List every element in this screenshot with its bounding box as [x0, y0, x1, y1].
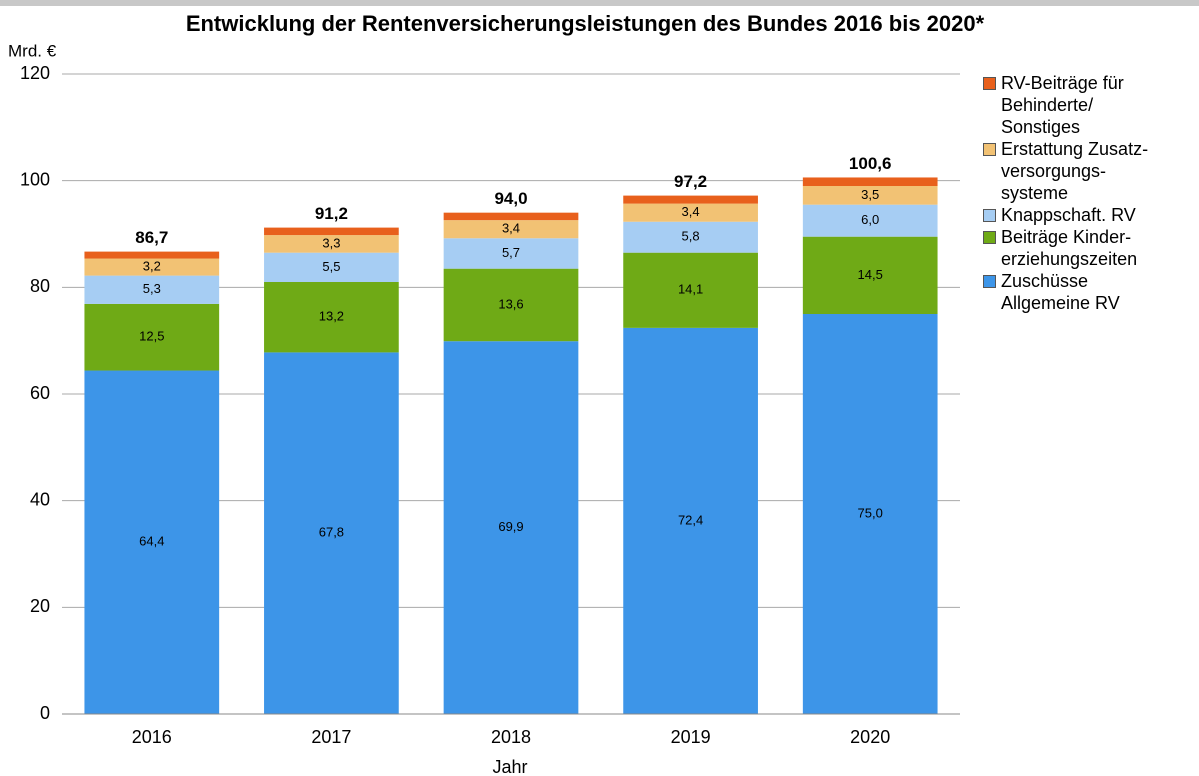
- legend-swatch: [983, 143, 996, 156]
- bar-segment: [84, 370, 220, 714]
- data-label: 5,3: [143, 281, 161, 296]
- bar-segment: [802, 177, 938, 186]
- bar-segment: [802, 236, 938, 314]
- bar-segment: [264, 227, 399, 236]
- x-tick-label: 2017: [311, 727, 351, 747]
- bar-segment: [84, 258, 220, 276]
- total-label: 91,2: [315, 204, 348, 223]
- x-tick-label: 2019: [671, 727, 711, 747]
- data-label: 5,8: [682, 229, 700, 244]
- data-label: 14,5: [858, 267, 883, 282]
- bar-segment: [443, 220, 579, 239]
- legend-item: Zuschüsse Allgemeine RV: [983, 270, 1197, 314]
- data-label: 5,5: [322, 259, 340, 274]
- top-strip: [0, 0, 1199, 6]
- data-label: 64,4: [139, 534, 164, 549]
- data-label: 14,1: [678, 282, 703, 297]
- legend-item: RV-Beiträge für Behinderte/ Sonstiges: [983, 72, 1197, 138]
- bar-segment: [264, 352, 399, 714]
- bar-segment: [264, 235, 399, 253]
- data-label: 3,3: [322, 235, 340, 250]
- bar-segment: [623, 252, 758, 328]
- bar-segment: [443, 341, 579, 714]
- y-tick-label: 60: [30, 383, 50, 403]
- bar-segment: [443, 212, 579, 221]
- bar-segment: [802, 204, 938, 237]
- data-label: 3,5: [861, 187, 879, 202]
- chart-title: Entwicklung der Rentenversicherungsleist…: [186, 11, 985, 36]
- data-label: 6,0: [861, 212, 879, 227]
- legend: RV-Beiträge für Behinderte/ Sonstiges Ers…: [983, 72, 1197, 314]
- legend-label: Beiträge Kinder- erziehungszeiten: [1001, 227, 1138, 269]
- bar-segment: [623, 203, 758, 222]
- legend-swatch: [983, 231, 996, 244]
- bar-segment: [802, 314, 938, 714]
- y-tick-label: 20: [30, 596, 50, 616]
- legend-item: Erstattung Zusatz- versorgungs- systeme: [983, 138, 1197, 204]
- bar-segment: [623, 195, 758, 204]
- total-label: 94,0: [494, 189, 527, 208]
- data-label: 3,2: [143, 259, 161, 274]
- legend-label: Knappschaft. RV: [1001, 205, 1136, 225]
- data-label: 13,2: [319, 309, 344, 324]
- bar-segment: [84, 275, 220, 304]
- legend-label: Erstattung Zusatz- versorgungs- systeme: [1001, 139, 1149, 203]
- legend-label: RV-Beiträge für Behinderte/ Sonstiges: [1001, 73, 1124, 137]
- y-tick-label: 100: [20, 169, 50, 189]
- bar-segment: [84, 303, 220, 371]
- x-tick-label: 2016: [132, 727, 172, 747]
- bar-segment: [84, 251, 220, 259]
- y-axis-label: Mrd. €: [8, 41, 57, 60]
- data-label: 3,4: [502, 221, 520, 236]
- bar-segment: [443, 268, 579, 342]
- legend-swatch: [983, 77, 996, 90]
- y-tick-label: 40: [30, 489, 50, 509]
- data-label: 12,5: [139, 329, 164, 344]
- data-label: 69,9: [498, 519, 523, 534]
- bar-segment: [443, 238, 579, 269]
- legend-label: Zuschüsse Allgemeine RV: [1001, 271, 1120, 313]
- bar-segment: [264, 252, 399, 282]
- data-label: 3,4: [682, 204, 700, 219]
- x-axis-label: Jahr: [492, 757, 527, 776]
- total-label: 86,7: [135, 228, 168, 247]
- legend-swatch: [983, 275, 996, 288]
- bar-segment: [623, 327, 758, 714]
- bar-segment: [264, 282, 399, 353]
- total-label: 100,6: [849, 154, 892, 173]
- total-label: 97,2: [674, 172, 707, 191]
- data-label: 75,0: [858, 505, 883, 520]
- bar-segment: [623, 221, 758, 253]
- x-tick-label: 2020: [850, 727, 890, 747]
- legend-item: Knappschaft. RV: [983, 204, 1197, 226]
- data-label: 13,6: [498, 296, 523, 311]
- legend-item: Beiträge Kinder- erziehungszeiten: [983, 226, 1197, 270]
- bar-segment: [802, 186, 938, 205]
- data-label: 5,7: [502, 245, 520, 260]
- y-tick-label: 120: [20, 63, 50, 83]
- y-tick-label: 0: [40, 703, 50, 723]
- legend-swatch: [983, 209, 996, 222]
- data-label: 72,4: [678, 512, 703, 527]
- y-tick-label: 80: [30, 276, 50, 296]
- data-label: 67,8: [319, 525, 344, 540]
- x-tick-label: 2018: [491, 727, 531, 747]
